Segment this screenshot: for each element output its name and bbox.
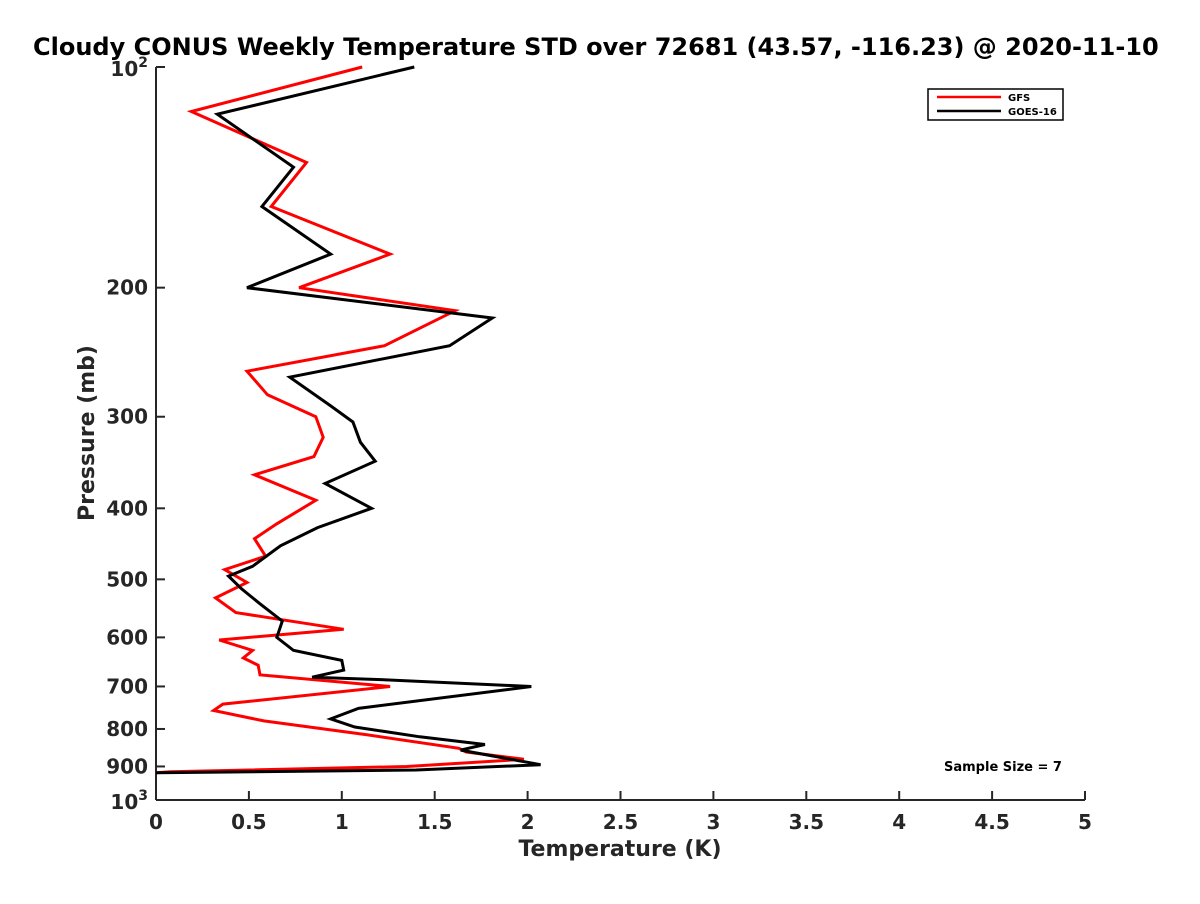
x-tick-label: 2.5: [603, 810, 638, 834]
legend-box: [927, 88, 1064, 121]
x-tick-label: 3: [706, 810, 720, 834]
series-line-goes-16: [155, 65, 541, 775]
series-line-gfs: [155, 65, 525, 775]
x-tick-label: 1.5: [417, 810, 452, 834]
y-tick-label: 102: [110, 55, 148, 81]
y-tick-label: 103: [110, 788, 148, 814]
y-tick-label: 300: [106, 405, 148, 429]
legend: GFS GOES-16: [927, 88, 1064, 121]
y-tick-label: 600: [106, 625, 148, 649]
legend-label-goes-16: GOES-16: [1008, 107, 1057, 118]
x-tick-label: 0: [149, 810, 163, 834]
x-tick-label: 0.5: [231, 810, 266, 834]
y-tick-label: 500: [106, 567, 148, 591]
x-tick-label: 4: [892, 810, 906, 834]
chart-title: Cloudy CONUS Weekly Temperature STD over…: [33, 33, 1159, 61]
series-layer: [155, 65, 541, 775]
axes: 0 0.5 1 1.5 2 2.5 3 3.5 4 4.5 5 102 200 300 400 500 600 7…: [106, 55, 1092, 834]
y-tick-label: 400: [106, 496, 148, 520]
y-tick-label: 700: [106, 674, 148, 698]
x-tick-label: 5: [1078, 810, 1092, 834]
x-tick-label: 1: [335, 810, 349, 834]
y-tick-label: 900: [106, 754, 148, 778]
legend-label-gfs: GFS: [1008, 93, 1030, 104]
y-tick-label: 800: [106, 717, 148, 741]
x-tick-label: 4.5: [974, 810, 1009, 834]
x-axis-title: Temperature (K): [518, 837, 721, 862]
y-tick-label: 200: [106, 276, 148, 300]
x-tick-label: 3.5: [789, 810, 824, 834]
x-tick-label: 2: [521, 810, 535, 834]
sample-size-annotation: Sample Size = 7: [944, 760, 1062, 775]
y-axis-title: Pressure (mb): [75, 345, 100, 521]
